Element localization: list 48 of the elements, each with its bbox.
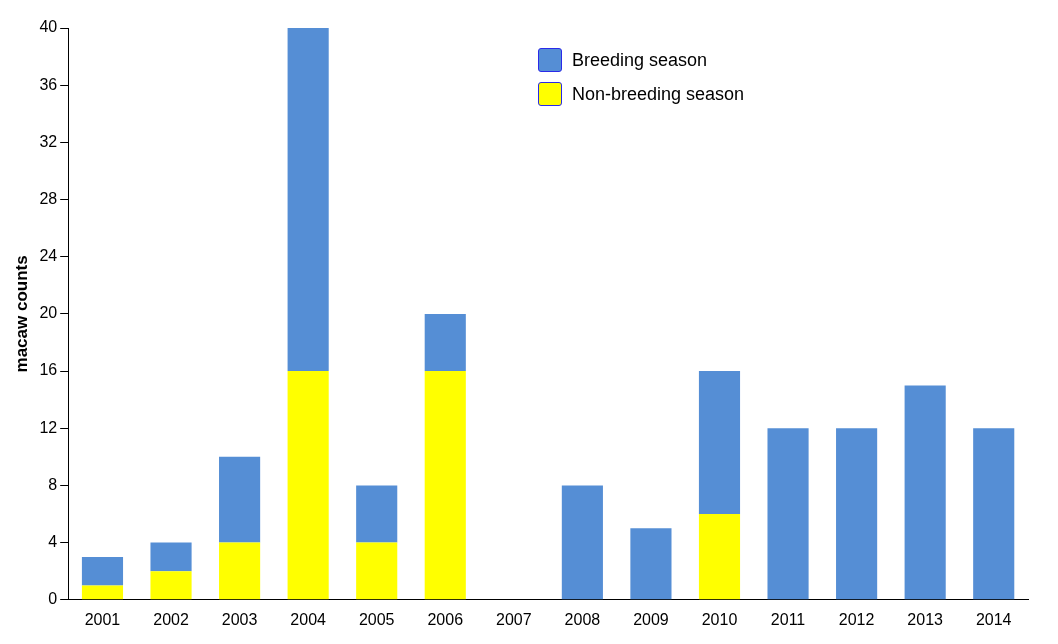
x-tick-label: 2007 bbox=[496, 610, 532, 628]
bar bbox=[904, 385, 946, 600]
bar bbox=[356, 485, 398, 543]
y-tick-label: 40 bbox=[39, 18, 58, 36]
x-tick-label: 2002 bbox=[153, 610, 189, 628]
bar bbox=[767, 428, 809, 600]
bar bbox=[630, 528, 672, 600]
bar bbox=[150, 571, 192, 600]
bar bbox=[150, 542, 192, 572]
legend-label: Non-breeding season bbox=[572, 83, 745, 105]
y-tick-label: 20 bbox=[39, 304, 58, 322]
bar bbox=[424, 371, 466, 600]
x-tick-label: 2005 bbox=[358, 610, 395, 628]
bar bbox=[81, 556, 124, 586]
x-tick-label: 2003 bbox=[221, 610, 258, 628]
y-axis-title: macaw counts bbox=[11, 255, 31, 373]
y-tick-label: 36 bbox=[39, 75, 58, 93]
bar bbox=[836, 428, 878, 600]
x-tick-label: 2006 bbox=[427, 610, 464, 628]
y-tick-label: 12 bbox=[39, 418, 58, 436]
y-tick-label: 28 bbox=[39, 189, 58, 207]
x-tick-label: 2013 bbox=[907, 610, 944, 628]
bar bbox=[287, 28, 329, 372]
bar bbox=[561, 485, 603, 600]
x-tick-label: 2001 bbox=[84, 610, 121, 628]
x-tick-label: 2014 bbox=[975, 610, 1012, 628]
bar bbox=[973, 428, 1015, 600]
x-tick-label: 2009 bbox=[633, 610, 669, 628]
y-tick-label: 16 bbox=[39, 361, 58, 379]
y-tick-label: 0 bbox=[48, 590, 58, 608]
bar bbox=[698, 371, 741, 515]
y-tick-label: 4 bbox=[48, 533, 58, 551]
y-tick-label: 24 bbox=[39, 247, 58, 265]
y-tick-label: 8 bbox=[48, 475, 58, 493]
x-tick-label: 2010 bbox=[701, 610, 738, 628]
bar bbox=[698, 514, 741, 600]
y-tick-label: 32 bbox=[39, 132, 58, 150]
bar bbox=[287, 371, 329, 600]
bar bbox=[219, 542, 261, 600]
x-tick-label: 2004 bbox=[290, 610, 327, 628]
bar bbox=[424, 313, 466, 372]
legend-label: Breeding season bbox=[572, 49, 708, 71]
x-tick-label: 2012 bbox=[838, 610, 875, 628]
x-tick-label: 2008 bbox=[564, 610, 601, 628]
bar bbox=[81, 585, 124, 600]
x-tick-label: 2011 bbox=[770, 610, 806, 628]
bar bbox=[219, 456, 261, 543]
bar bbox=[356, 542, 398, 600]
